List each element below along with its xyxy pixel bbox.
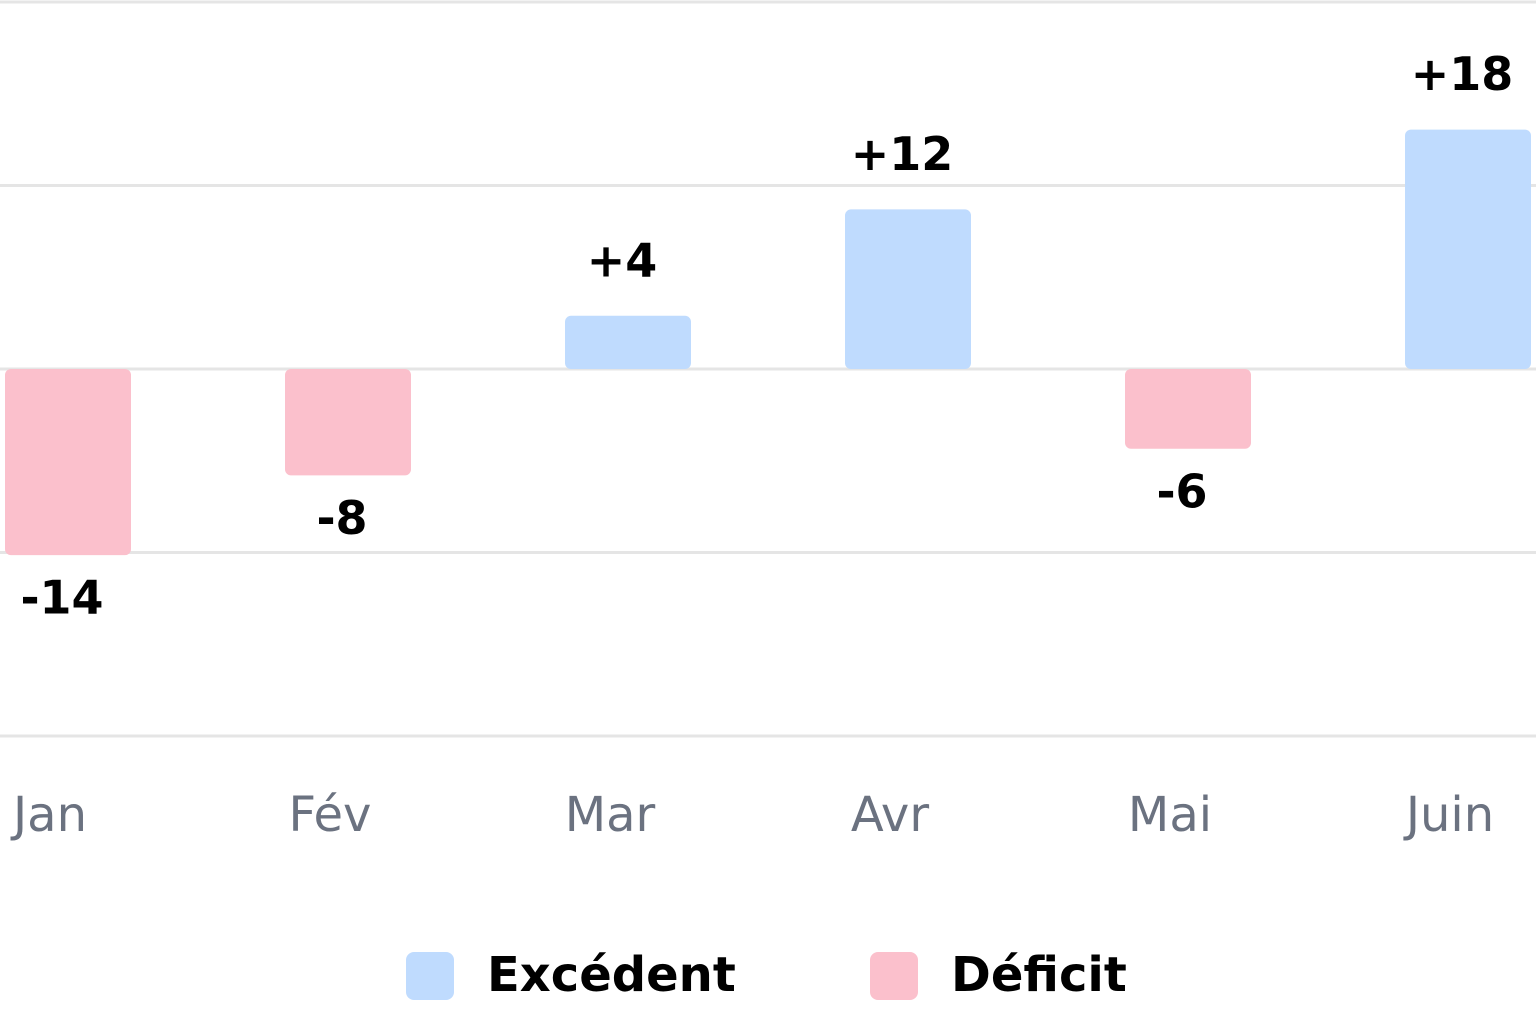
bar [1405, 129, 1531, 369]
x-tick-label: Jan [10, 787, 87, 843]
bar [565, 315, 691, 369]
legend-swatch [870, 952, 918, 1000]
value-label: +18 [1411, 47, 1514, 101]
bar [845, 209, 971, 369]
bar [1125, 369, 1251, 449]
x-tick-label: Fév [289, 787, 372, 843]
legend-label: Excédent [487, 947, 736, 1003]
x-tick-label: Mar [565, 787, 656, 843]
value-label: -8 [316, 491, 367, 545]
legend-swatch [406, 952, 454, 1000]
x-tick-label: Mai [1128, 787, 1212, 843]
value-label: +12 [851, 127, 954, 181]
value-label: -14 [20, 571, 103, 625]
x-tick-label: Juin [1403, 787, 1494, 843]
value-label: -6 [1156, 464, 1207, 518]
bar [285, 369, 411, 476]
x-tick-label: Avr [851, 787, 929, 843]
bar [5, 369, 131, 556]
value-label: +4 [587, 233, 658, 287]
legend-label: Déficit [951, 947, 1127, 1003]
